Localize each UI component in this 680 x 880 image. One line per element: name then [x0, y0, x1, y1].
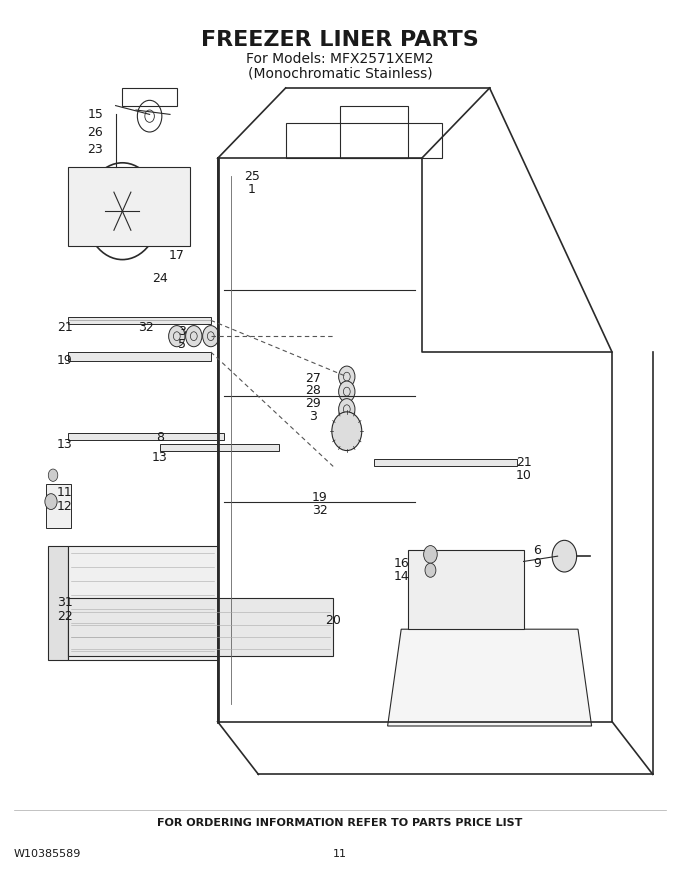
- Circle shape: [169, 326, 185, 347]
- Polygon shape: [408, 550, 524, 629]
- Text: 5: 5: [178, 339, 186, 351]
- Text: 13: 13: [152, 451, 168, 464]
- Polygon shape: [68, 433, 224, 440]
- Circle shape: [424, 546, 437, 563]
- Circle shape: [339, 381, 355, 402]
- Polygon shape: [160, 444, 279, 451]
- Text: 21: 21: [56, 321, 73, 334]
- Text: 22: 22: [56, 610, 73, 622]
- Polygon shape: [46, 484, 71, 528]
- Polygon shape: [374, 459, 517, 466]
- Text: 23: 23: [87, 143, 103, 156]
- Polygon shape: [68, 546, 218, 660]
- Text: 14: 14: [393, 570, 409, 583]
- Circle shape: [332, 412, 362, 451]
- Text: For Models: MFX2571XEM2: For Models: MFX2571XEM2: [246, 52, 434, 66]
- Text: 20: 20: [325, 614, 341, 627]
- Text: 26: 26: [87, 126, 103, 138]
- Polygon shape: [48, 546, 68, 660]
- Text: 28: 28: [305, 385, 321, 397]
- Circle shape: [339, 399, 355, 420]
- Polygon shape: [68, 598, 333, 656]
- Polygon shape: [68, 317, 211, 324]
- Text: 21: 21: [515, 456, 532, 468]
- Circle shape: [425, 563, 436, 577]
- Polygon shape: [388, 629, 592, 726]
- Text: FOR ORDERING INFORMATION REFER TO PARTS PRICE LIST: FOR ORDERING INFORMATION REFER TO PARTS …: [157, 818, 523, 828]
- Text: 11: 11: [333, 848, 347, 859]
- Text: 3: 3: [178, 326, 186, 338]
- Polygon shape: [68, 352, 211, 361]
- Text: 27: 27: [305, 372, 321, 385]
- Text: 19: 19: [311, 491, 328, 503]
- Text: 1: 1: [248, 183, 256, 195]
- Text: 9: 9: [533, 557, 541, 569]
- Circle shape: [186, 326, 202, 347]
- Text: 24: 24: [152, 273, 168, 285]
- Text: 16: 16: [393, 557, 409, 569]
- Text: W10385589: W10385589: [14, 848, 81, 859]
- Circle shape: [339, 366, 355, 387]
- Text: 10: 10: [515, 469, 532, 481]
- Text: 15: 15: [87, 108, 103, 121]
- Text: 12: 12: [56, 500, 73, 512]
- Text: 3: 3: [309, 410, 317, 422]
- Circle shape: [552, 540, 577, 572]
- Circle shape: [48, 469, 58, 481]
- Text: 13: 13: [56, 438, 73, 451]
- Text: 32: 32: [311, 504, 328, 517]
- Text: FREEZER LINER PARTS: FREEZER LINER PARTS: [201, 30, 479, 49]
- Text: 19: 19: [56, 355, 73, 367]
- Text: 31: 31: [56, 597, 73, 609]
- Polygon shape: [68, 167, 190, 246]
- Circle shape: [203, 326, 219, 347]
- Text: 11: 11: [56, 487, 73, 499]
- Text: (Monochromatic Stainless): (Monochromatic Stainless): [248, 67, 432, 81]
- Text: 32: 32: [138, 321, 154, 334]
- Text: 17: 17: [169, 249, 185, 261]
- Circle shape: [45, 494, 57, 510]
- Text: 25: 25: [243, 170, 260, 182]
- Text: 29: 29: [305, 398, 321, 410]
- Text: 6: 6: [533, 544, 541, 556]
- Text: 8: 8: [156, 431, 164, 444]
